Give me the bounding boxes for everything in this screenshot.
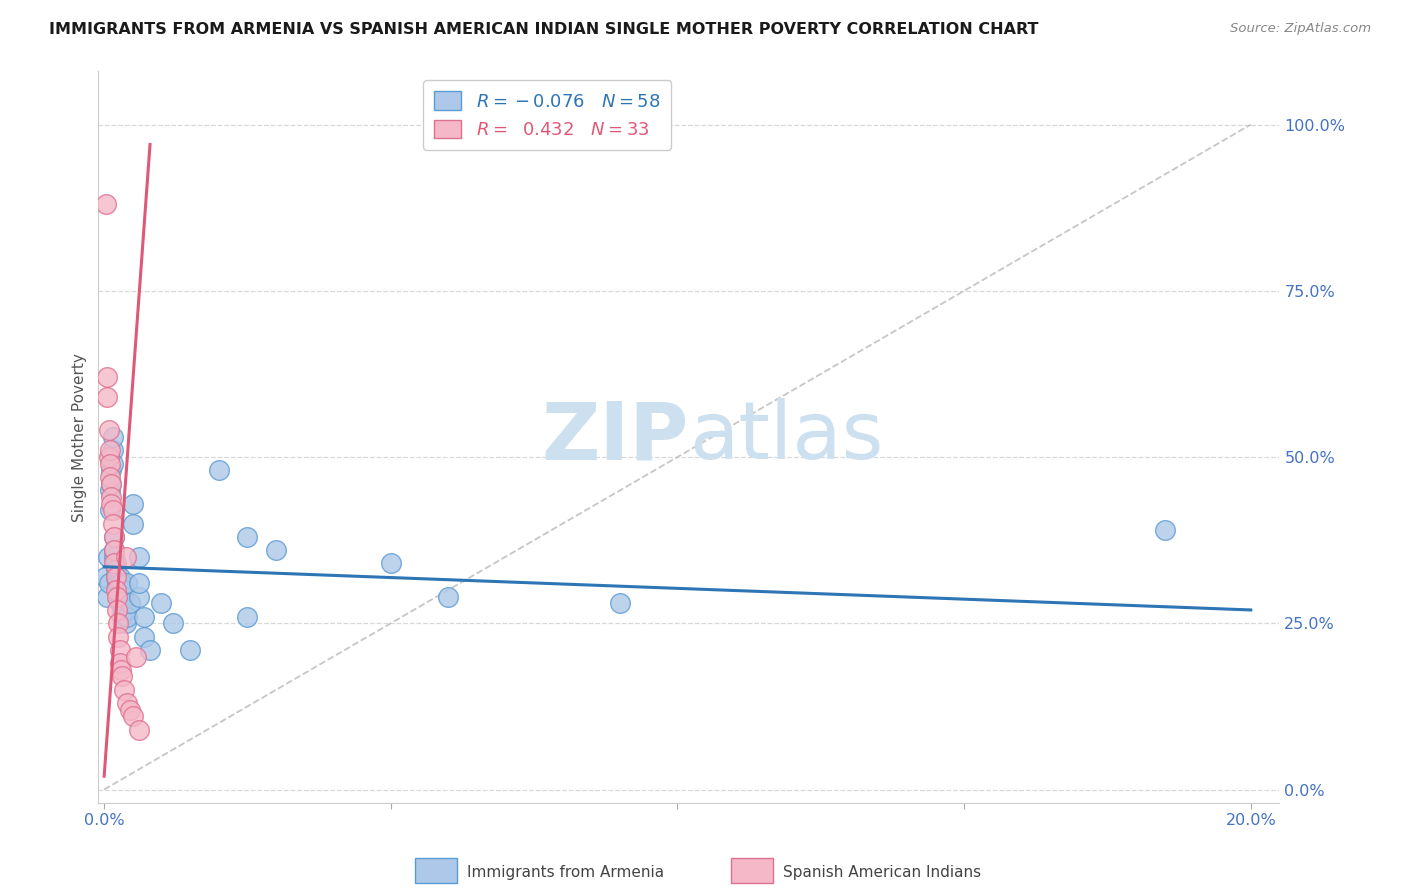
Point xyxy=(107,630,129,644)
Point xyxy=(128,576,150,591)
Point xyxy=(236,609,259,624)
Point xyxy=(100,476,122,491)
Point xyxy=(1153,523,1175,537)
Point xyxy=(98,483,121,498)
Point xyxy=(94,570,117,584)
Point xyxy=(108,656,131,670)
Point xyxy=(104,582,127,597)
Point xyxy=(112,582,135,597)
Point xyxy=(150,596,173,610)
Point xyxy=(609,596,631,610)
Point xyxy=(97,450,120,464)
Point xyxy=(103,549,125,564)
Point xyxy=(103,530,125,544)
Point xyxy=(108,596,131,610)
Point xyxy=(105,590,128,604)
Point xyxy=(110,582,132,597)
Point xyxy=(105,570,128,584)
Point xyxy=(110,576,132,591)
Text: Spanish American Indians: Spanish American Indians xyxy=(783,865,981,880)
Point xyxy=(98,503,121,517)
Point xyxy=(96,370,118,384)
Text: Source: ZipAtlas.com: Source: ZipAtlas.com xyxy=(1230,22,1371,36)
Point xyxy=(107,590,129,604)
Text: IMMIGRANTS FROM ARMENIA VS SPANISH AMERICAN INDIAN SINGLE MOTHER POVERTY CORRELA: IMMIGRANTS FROM ARMENIA VS SPANISH AMERI… xyxy=(49,22,1039,37)
Point xyxy=(100,490,122,504)
Point xyxy=(100,497,122,511)
Point xyxy=(103,557,125,571)
Point xyxy=(162,616,184,631)
Point xyxy=(101,430,124,444)
Point xyxy=(115,603,138,617)
Point xyxy=(104,557,127,571)
Point xyxy=(108,643,131,657)
Text: atlas: atlas xyxy=(689,398,883,476)
Point xyxy=(103,543,125,558)
Y-axis label: Single Mother Poverty: Single Mother Poverty xyxy=(72,352,87,522)
Point xyxy=(110,590,132,604)
Point xyxy=(104,563,127,577)
Point xyxy=(104,570,127,584)
Text: Immigrants from Armenia: Immigrants from Armenia xyxy=(467,865,664,880)
Point xyxy=(121,516,143,531)
Point xyxy=(125,649,148,664)
Point xyxy=(97,424,120,438)
Point xyxy=(98,457,121,471)
Point xyxy=(118,703,141,717)
Point xyxy=(121,497,143,511)
Point xyxy=(101,503,124,517)
Point xyxy=(380,557,402,571)
Point xyxy=(98,470,121,484)
Point xyxy=(115,696,138,710)
Point xyxy=(111,596,134,610)
Point xyxy=(100,476,122,491)
Point xyxy=(100,463,122,477)
Legend: $R = -0.076$   $N = 58$, $R =\ \ 0.432$   $N = 33$: $R = -0.076$ $N = 58$, $R =\ \ 0.432$ $N… xyxy=(423,80,671,150)
Point xyxy=(236,530,259,544)
Point xyxy=(101,443,124,458)
Point xyxy=(112,682,135,697)
Point xyxy=(437,590,460,604)
Point xyxy=(107,576,129,591)
Point xyxy=(208,463,231,477)
Point xyxy=(115,549,138,564)
Point xyxy=(118,596,141,610)
Point xyxy=(94,197,117,211)
Point xyxy=(104,570,127,584)
Point xyxy=(264,543,287,558)
Point xyxy=(105,582,128,597)
Point xyxy=(96,390,118,404)
Point xyxy=(97,549,120,564)
Point xyxy=(115,609,138,624)
Point xyxy=(107,570,129,584)
Point xyxy=(97,576,120,591)
Point xyxy=(98,443,121,458)
Point xyxy=(121,709,143,723)
Point xyxy=(108,582,131,597)
Point xyxy=(103,530,125,544)
Point xyxy=(103,543,125,558)
Point xyxy=(134,609,156,624)
Point xyxy=(115,616,138,631)
Point xyxy=(107,616,129,631)
Point xyxy=(128,723,150,737)
Point xyxy=(128,590,150,604)
Point xyxy=(139,643,162,657)
Point xyxy=(115,576,138,591)
Point xyxy=(101,516,124,531)
Point xyxy=(108,570,131,584)
Point xyxy=(128,549,150,564)
Point xyxy=(110,663,132,677)
Point xyxy=(111,609,134,624)
Point xyxy=(111,669,134,683)
Point xyxy=(111,603,134,617)
Point xyxy=(112,590,135,604)
Point xyxy=(105,576,128,591)
Point xyxy=(179,643,201,657)
Text: ZIP: ZIP xyxy=(541,398,689,476)
Point xyxy=(134,630,156,644)
Point xyxy=(101,457,124,471)
Point xyxy=(96,590,118,604)
Point xyxy=(105,603,128,617)
